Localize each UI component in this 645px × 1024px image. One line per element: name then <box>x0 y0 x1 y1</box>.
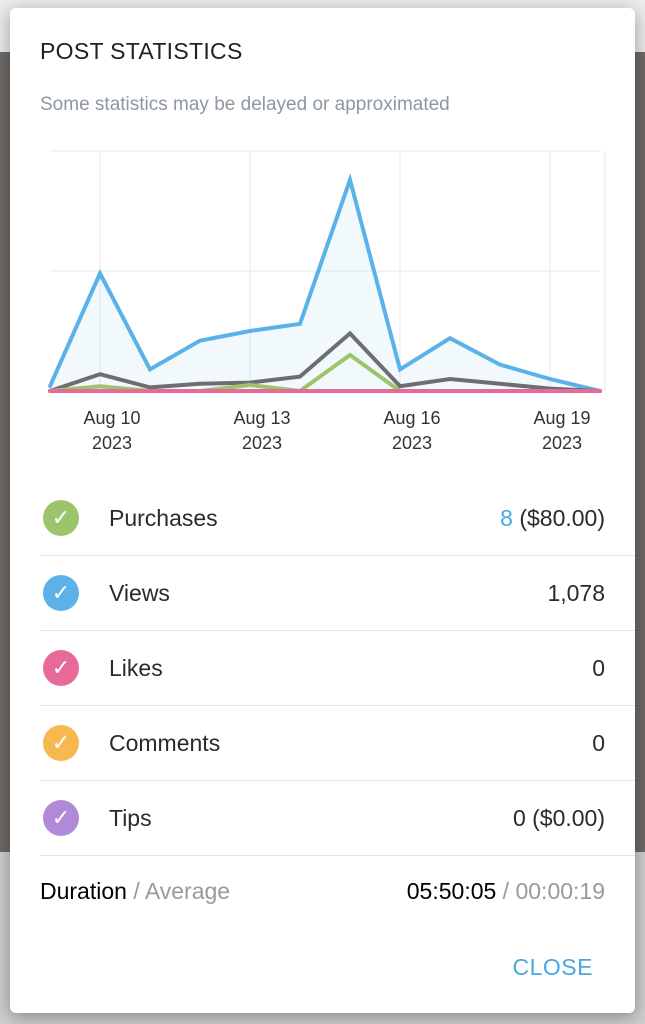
stat-label: Purchases <box>109 504 218 531</box>
stat-amount: 0 <box>592 729 605 756</box>
chart-line-views <box>48 172 602 393</box>
dialog-title: POST STATISTICS <box>40 38 243 64</box>
chart-x-tick-year: 2023 <box>392 433 432 453</box>
check-circle-icon[interactable]: ✓ <box>43 500 79 536</box>
stat-amount: 0 ($0.00) <box>512 804 605 831</box>
chart-x-tick-year: 2023 <box>242 433 282 453</box>
stat-amount: 1,078 <box>547 579 605 606</box>
stat-label: Tips <box>109 804 152 831</box>
chart-x-tick-day: Aug 19 <box>533 408 590 428</box>
stat-count: 8 <box>500 504 513 531</box>
check-circle-icon[interactable]: ✓ <box>43 800 79 836</box>
duration-value-separator: / <box>496 877 516 904</box>
stat-row-comments: ✓ Comments 0 <box>40 706 635 781</box>
check-circle-icon[interactable]: ✓ <box>43 650 79 686</box>
dialog-subtitle: Some statistics may be delayed or approx… <box>40 94 450 115</box>
stat-amount: 0 <box>592 654 605 681</box>
stat-value: 8 ($80.00) <box>500 505 605 532</box>
stat-label: Views <box>109 579 170 606</box>
chart-area-views <box>50 179 600 391</box>
duration-average-label: Average <box>144 877 231 904</box>
duration-row: Duration / Average 05:50:05 / 00:00:19 <box>40 861 605 921</box>
duration-separator: / <box>126 877 145 904</box>
stat-row-likes: ✓ Likes 0 <box>40 631 635 706</box>
stat-amount: ($80.00) <box>512 504 605 531</box>
duration-value-group: 05:50:05 / 00:00:19 <box>407 878 605 905</box>
duration-label-group: Duration / Average <box>40 878 230 905</box>
duration-average-value: 00:00:19 <box>515 877 605 904</box>
duration-value: 05:50:05 <box>406 877 497 904</box>
stat-value: 0 <box>592 655 605 682</box>
check-circle-icon[interactable]: ✓ <box>43 725 79 761</box>
stat-row-tips: ✓ Tips 0 ($0.00) <box>40 781 635 856</box>
stat-row-views: ✓ Views 1,078 <box>40 556 635 631</box>
stat-value: 0 ($0.00) <box>513 805 605 832</box>
duration-label: Duration <box>40 877 127 904</box>
chart-x-tick-day: Aug 16 <box>383 408 440 428</box>
chart-line-engagement_total <box>48 330 602 393</box>
stat-value: 1,078 <box>547 580 605 607</box>
stat-row-purchases: ✓ Purchases 8 ($80.00) <box>40 481 635 556</box>
stat-label: Likes <box>109 654 163 681</box>
stat-value: 0 <box>592 730 605 757</box>
post-statistics-dialog: POST STATISTICS Some statistics may be d… <box>10 8 635 1013</box>
statistics-chart: Aug 10 2023 Aug 13 2023 Aug 16 2023 Aug 19 2023 <box>48 150 606 453</box>
chart-x-tick-day: Aug 13 <box>233 408 290 428</box>
check-circle-icon[interactable]: ✓ <box>43 575 79 611</box>
chart-x-tick-day: Aug 10 <box>83 408 140 428</box>
stat-label: Comments <box>109 729 221 756</box>
chart-x-tick-year: 2023 <box>92 433 132 453</box>
close-button[interactable]: CLOSE <box>512 954 593 980</box>
stats-list: ✓ Purchases 8 ($80.00) ✓ Views 1,078 ✓ Likes 0 ✓ C… <box>40 481 635 856</box>
chart-x-tick-year: 2023 <box>542 433 582 453</box>
